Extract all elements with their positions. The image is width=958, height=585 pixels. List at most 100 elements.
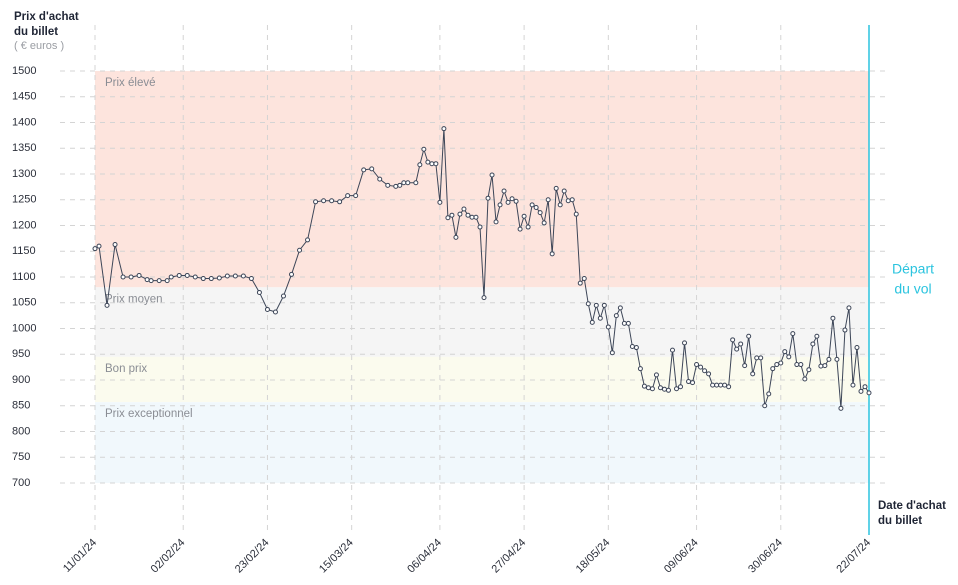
y-axis-title: Prix d'achat: [14, 11, 79, 23]
price-point: [678, 384, 684, 390]
price-point: [609, 350, 615, 356]
price-point: [256, 289, 262, 295]
price-point: [585, 301, 591, 307]
price-point: [397, 182, 403, 188]
x-tick-label: 09/06/24: [662, 537, 701, 576]
band-label: Prix moyen: [105, 293, 163, 305]
y-tick-label: 1050: [12, 297, 36, 309]
price-point: [557, 202, 563, 208]
y-tick-label: 950: [12, 348, 30, 360]
price-point: [553, 185, 559, 191]
band-label: Prix exceptionnel: [105, 408, 193, 420]
price-point: [778, 360, 784, 366]
y-tick-label: 1100: [12, 271, 36, 283]
price-point: [629, 344, 635, 350]
price-point: [541, 220, 547, 226]
price-point: [706, 371, 712, 377]
price-point: [513, 198, 519, 204]
price-point: [617, 305, 623, 311]
y-tick-label: 1200: [12, 219, 36, 231]
price-point: [417, 162, 423, 168]
y-tick-label: 1450: [12, 91, 36, 103]
price-point: [834, 356, 840, 362]
price-point: [264, 306, 270, 312]
price-point: [345, 193, 351, 199]
price-point: [649, 386, 655, 392]
price-point: [641, 383, 647, 389]
price-point: [726, 384, 732, 390]
price-point: [421, 146, 427, 152]
price-point: [433, 161, 439, 167]
price-point: [674, 386, 680, 392]
price-point: [517, 226, 523, 232]
price-point: [413, 180, 419, 186]
price-point: [601, 302, 607, 308]
price-point: [429, 161, 435, 167]
price-point: [208, 276, 214, 282]
price-point: [818, 363, 824, 369]
price-band: [95, 356, 869, 403]
price-point: [758, 355, 764, 361]
price-point: [501, 188, 507, 194]
price-point: [297, 247, 303, 253]
price-point: [156, 278, 162, 284]
price-point: [734, 346, 740, 352]
y-tick-label: 1400: [12, 116, 36, 128]
price-point: [457, 211, 463, 217]
price-band: [95, 402, 869, 483]
price-point: [770, 366, 776, 372]
price-point: [92, 246, 98, 252]
price-point: [738, 341, 744, 347]
price-point: [669, 347, 675, 353]
price-point: [774, 362, 780, 368]
y-tick-label: 700: [12, 477, 30, 489]
price-point: [441, 126, 447, 132]
price-point: [497, 202, 503, 208]
price-point: [481, 295, 487, 301]
price-point: [216, 275, 222, 281]
price-point: [545, 197, 551, 203]
price-point: [248, 276, 254, 282]
price-point: [369, 166, 375, 172]
price-point: [148, 278, 154, 284]
band-label: Prix élevé: [105, 77, 156, 89]
price-point: [449, 212, 455, 218]
price-point: [846, 305, 852, 311]
price-point: [353, 193, 359, 199]
price-point: [822, 363, 828, 369]
x-tick-label: 18/05/24: [574, 537, 613, 576]
price-point: [798, 362, 804, 368]
price-point: [597, 315, 603, 321]
band-label: Bon prix: [105, 363, 147, 375]
price-point: [637, 366, 643, 372]
price-point: [750, 371, 756, 377]
x-axis-title: du billet: [878, 515, 922, 527]
price-point: [661, 386, 667, 392]
x-tick-label: 23/02/24: [233, 537, 272, 576]
x-tick-label: 30/06/24: [746, 537, 785, 576]
price-point: [465, 212, 471, 218]
price-point: [489, 172, 495, 178]
price-point: [425, 159, 431, 165]
price-point: [621, 320, 627, 326]
plot-layer: Prix élevé Prix moyen Bon prix Prix excepti…: [60, 25, 890, 530]
price-point: [810, 341, 816, 347]
price-point: [581, 276, 587, 282]
price-point: [577, 280, 583, 286]
price-point: [192, 274, 198, 280]
price-point: [289, 271, 295, 277]
y-tick-label: 850: [12, 400, 30, 412]
price-point: [561, 188, 567, 194]
price-point: [232, 273, 238, 279]
x-tick-label: 22/07/24: [834, 537, 873, 576]
price-point: [377, 176, 383, 182]
price-point: [529, 202, 535, 208]
price-point: [525, 224, 531, 230]
price-point: [686, 379, 692, 385]
departure-label: du vol: [894, 281, 931, 297]
price-point: [854, 345, 860, 351]
x-tick-label: 06/04/24: [405, 537, 444, 576]
y-axis-title: du billet: [14, 26, 58, 38]
price-point: [653, 372, 659, 378]
